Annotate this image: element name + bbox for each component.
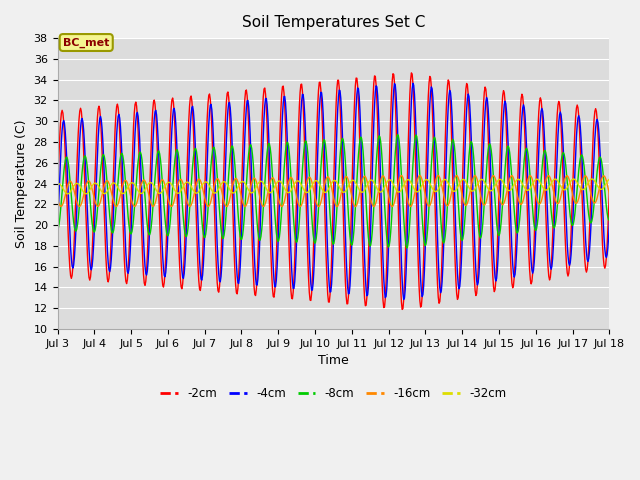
- Y-axis label: Soil Temperature (C): Soil Temperature (C): [15, 120, 28, 248]
- Title: Soil Temperatures Set C: Soil Temperatures Set C: [242, 15, 425, 30]
- Text: BC_met: BC_met: [63, 37, 109, 48]
- X-axis label: Time: Time: [318, 354, 349, 367]
- Legend: -2cm, -4cm, -8cm, -16cm, -32cm: -2cm, -4cm, -8cm, -16cm, -32cm: [156, 382, 511, 405]
